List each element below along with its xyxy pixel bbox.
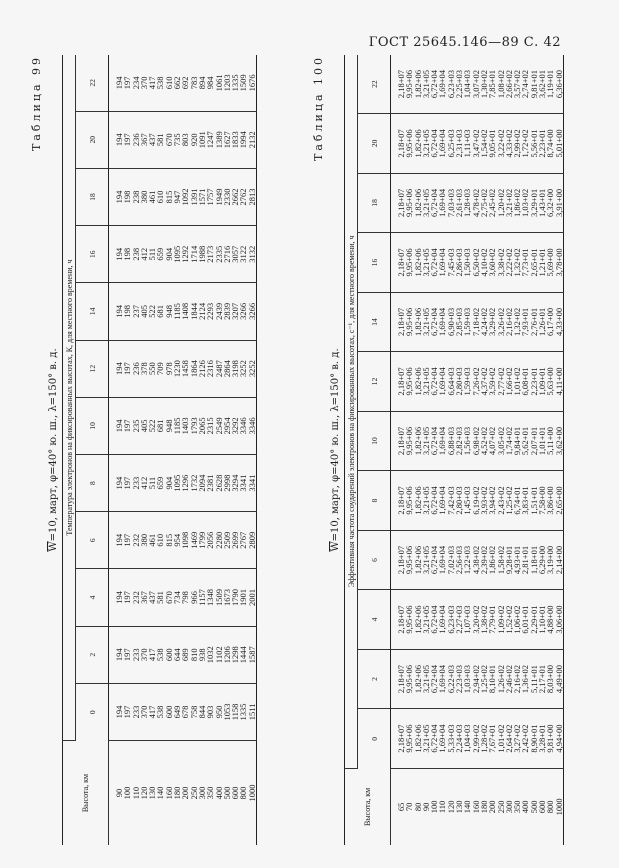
hour-header: 18	[357, 173, 391, 233]
value-column: 194 197 232 380 461 610 815 954 1098 146…	[108, 511, 257, 569]
height-header: Высота, км	[62, 740, 109, 845]
value-column: 194 197 233 412 511 659 904 1095 1296 17…	[108, 454, 257, 512]
value-column: 2,18+07 9,95+06 1,82+06 3,21+05 6,72+04 …	[390, 589, 564, 650]
value-column: 194 197 236 378 550 709 978 1230 1458 18…	[108, 340, 257, 398]
hour-header: 8	[357, 470, 391, 531]
value-column: 2,18+07 9,95+06 1,82+06 3,21+05 6,72+04 …	[390, 351, 564, 412]
value-column: 2,18+07 9,95+06 1,82+06 3,21+05 6,72+04 …	[390, 113, 564, 174]
hour-header: 14	[357, 292, 391, 352]
value-column: 2,18+07 9,95+06 1,82+06 3,21+05 6,72+04 …	[390, 708, 564, 769]
hour-header: 20	[75, 111, 109, 169]
hour-header: 4	[75, 568, 109, 627]
table-99-grid: Высота, км Температура электронов на фик…	[62, 55, 258, 845]
hour-header: 16	[357, 232, 391, 293]
hour-header: 22	[75, 55, 109, 112]
value-column: 2,18+07 9,95+06 1,82+06 3,21+05 6,72+04 …	[390, 292, 564, 352]
value-column: 194 198 238 412 511 659 904 1095 1292 17…	[108, 225, 257, 283]
table-99-label: Таблица 99	[30, 55, 43, 151]
group-header: Эффективная частота соударений электроно…	[344, 55, 358, 769]
caption-symbol: W	[48, 541, 59, 552]
height-column: 65 70 80 90 100 110 120 130 140 160 180 …	[396, 798, 564, 816]
hour-header: 0	[75, 683, 109, 741]
value-column: 2,18+07 9,95+06 1,82+06 3,21+05 6,72+04 …	[390, 411, 564, 471]
hour-header: 10	[357, 411, 391, 471]
value-column: 194 197 236 367 437 581 670 735 803 920 …	[108, 111, 257, 169]
value-column: 194 197 232 367 437 581 670 734 798 966 …	[108, 568, 257, 627]
hour-header: 12	[75, 340, 109, 398]
value-column: 194 197 235 405 522 681 948 1185 1403 17…	[108, 397, 257, 455]
table-99: W=10, март, φ=40° ю. ш., λ=150° в. д. Вы…	[48, 55, 258, 845]
value-column: 194 198 237 405 522 681 948 1185 1408 18…	[108, 282, 257, 341]
table-100-caption: W=10, март, φ=40° ю. ш., λ=150° в. д.	[330, 55, 341, 845]
rotated-content: Таблица 99 W=10, март, φ=40° ю. ш., λ=15…	[30, 55, 610, 845]
hour-header: 0	[357, 708, 391, 769]
hour-header: 6	[357, 530, 391, 590]
hour-header: 8	[75, 454, 109, 512]
hour-header: 10	[75, 397, 109, 455]
caption-text: =10, март, φ=40° ю. ш., λ=150° в. д.	[48, 348, 59, 542]
hour-header: 20	[357, 113, 391, 174]
hour-header: 2	[75, 626, 109, 684]
value-column: 2,18+07 9,95+06 1,82+06 3,21+05 6,72+04 …	[390, 470, 564, 531]
value-column: 2,18+07 9,95+06 1,82+06 3,21+05 6,72+04 …	[390, 232, 564, 293]
value-column: 2,18+07 9,95+06 1,82+06 3,21+05 6,72+04 …	[390, 173, 564, 233]
value-column: 194 197 233 370 417 538 600 649 678 758 …	[108, 683, 257, 741]
page-header: ГОСТ 25645.146—89 С. 42	[368, 35, 561, 50]
table-100-grid: Высота, км Эффективная частота соударени…	[344, 55, 564, 845]
caption-text: =10, март, φ=40° ю. ш., λ=150° в. д.	[330, 348, 341, 542]
value-column: 194 197 233 370 417 538 600 644 689 810 …	[108, 626, 257, 684]
hour-header: 2	[357, 649, 391, 709]
hour-header: 14	[75, 282, 109, 341]
value-column: 2,18+07 9,95+06 1,82+06 3,21+05 6,72+04 …	[390, 55, 564, 114]
hour-header: 12	[357, 351, 391, 412]
caption-symbol: W	[330, 541, 341, 552]
value-column: 2,18+07 9,95+06 1,82+06 3,21+05 6,72+04 …	[390, 649, 564, 709]
hour-header: 16	[75, 225, 109, 283]
hour-header: 4	[357, 589, 391, 650]
height-header: Высота, км	[344, 768, 391, 845]
hour-header: 18	[75, 168, 109, 226]
height-column: 90 100 110 120 130 140 160 180 200 250 3…	[114, 784, 257, 802]
hour-header: 6	[75, 511, 109, 569]
table-100-label: Таблица 100	[312, 55, 325, 161]
table-100: W=10, март, φ=40° ю. ш., λ=150° в. д. Вы…	[330, 55, 564, 845]
value-column: 2,18+07 9,95+06 1,82+06 3,21+05 6,72+04 …	[390, 530, 564, 590]
value-column: 194 198 238 380 461 610 815 947 1092 139…	[108, 168, 257, 226]
hour-header: 22	[357, 55, 391, 114]
table-99-caption: W=10, март, φ=40° ю. ш., λ=150° в. д.	[48, 55, 59, 845]
group-header: Температура электронов на фиксированных …	[62, 55, 76, 741]
value-column: 194 197 234 370 417 538 610 662 692 783 …	[108, 55, 257, 112]
